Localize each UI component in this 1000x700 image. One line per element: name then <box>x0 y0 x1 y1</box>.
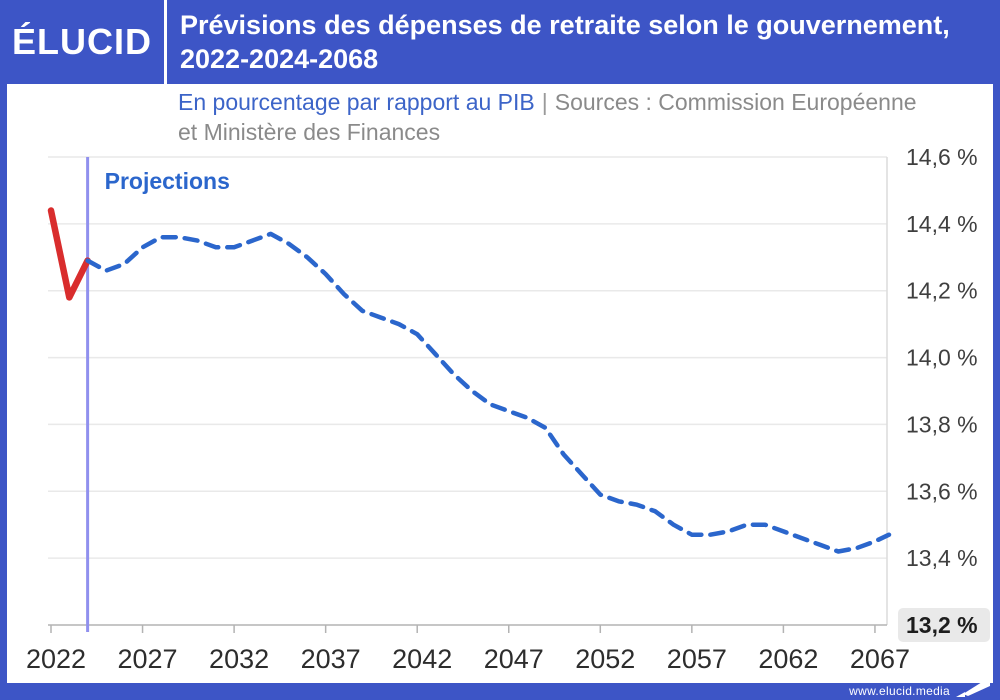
footer: www.elucid.media <box>0 683 1000 700</box>
x-tick-label: 2027 <box>118 644 178 674</box>
y-tick-highlight <box>898 608 990 642</box>
subtitle: En pourcentage par rapport au PIB | Source… <box>178 87 917 147</box>
y-tick-label: 13,4 % <box>906 545 978 571</box>
y-tick-label: 14,2 % <box>906 278 978 304</box>
y-tick-label: 13,6 % <box>906 478 978 504</box>
content-area: En pourcentage par rapport au PIB | Source… <box>7 84 993 683</box>
y-tick-label: 13,8 % <box>906 411 978 437</box>
series-projection-2024-2068 <box>85 231 892 554</box>
subtitle-separator: | <box>541 89 548 115</box>
header-divider <box>164 0 167 84</box>
x-tick-label: 2037 <box>301 644 361 674</box>
y-tick-label: 14,0 % <box>906 345 978 371</box>
x-tick-label: 2022 <box>26 644 86 674</box>
flag-icon <box>956 677 990 697</box>
x-tick-label: 2067 <box>850 644 910 674</box>
series-observed-2022-2024 <box>47 207 91 301</box>
y-tick-label: 13,2 % <box>906 612 978 638</box>
x-tick-label: 2032 <box>209 644 269 674</box>
x-tick-label: 2057 <box>667 644 727 674</box>
brand-logo: ÉLUCID <box>12 21 152 62</box>
header: ÉLUCID Prévisions des dépenses de retrai… <box>0 0 1000 84</box>
projections-annotation: Projections <box>105 168 230 194</box>
x-tick-label: 2047 <box>484 644 544 674</box>
subtitle-metric: En pourcentage par rapport au PIB <box>178 89 535 115</box>
x-tick-label: 2062 <box>758 644 818 674</box>
x-tick-label: 2042 <box>392 644 452 674</box>
y-tick-label: 14,6 % <box>906 144 978 170</box>
subtitle-sources-line1: Sources : Commission Européenne <box>554 89 917 115</box>
x-tick-label: 2052 <box>575 644 635 674</box>
subtitle-sources-line2: et Ministère des Finances <box>178 119 441 145</box>
page-title: Prévisions des dépenses de retraite selo… <box>180 10 950 74</box>
y-tick-label: 14,4 % <box>906 211 978 237</box>
footer-url: www.elucid.media <box>849 684 950 698</box>
